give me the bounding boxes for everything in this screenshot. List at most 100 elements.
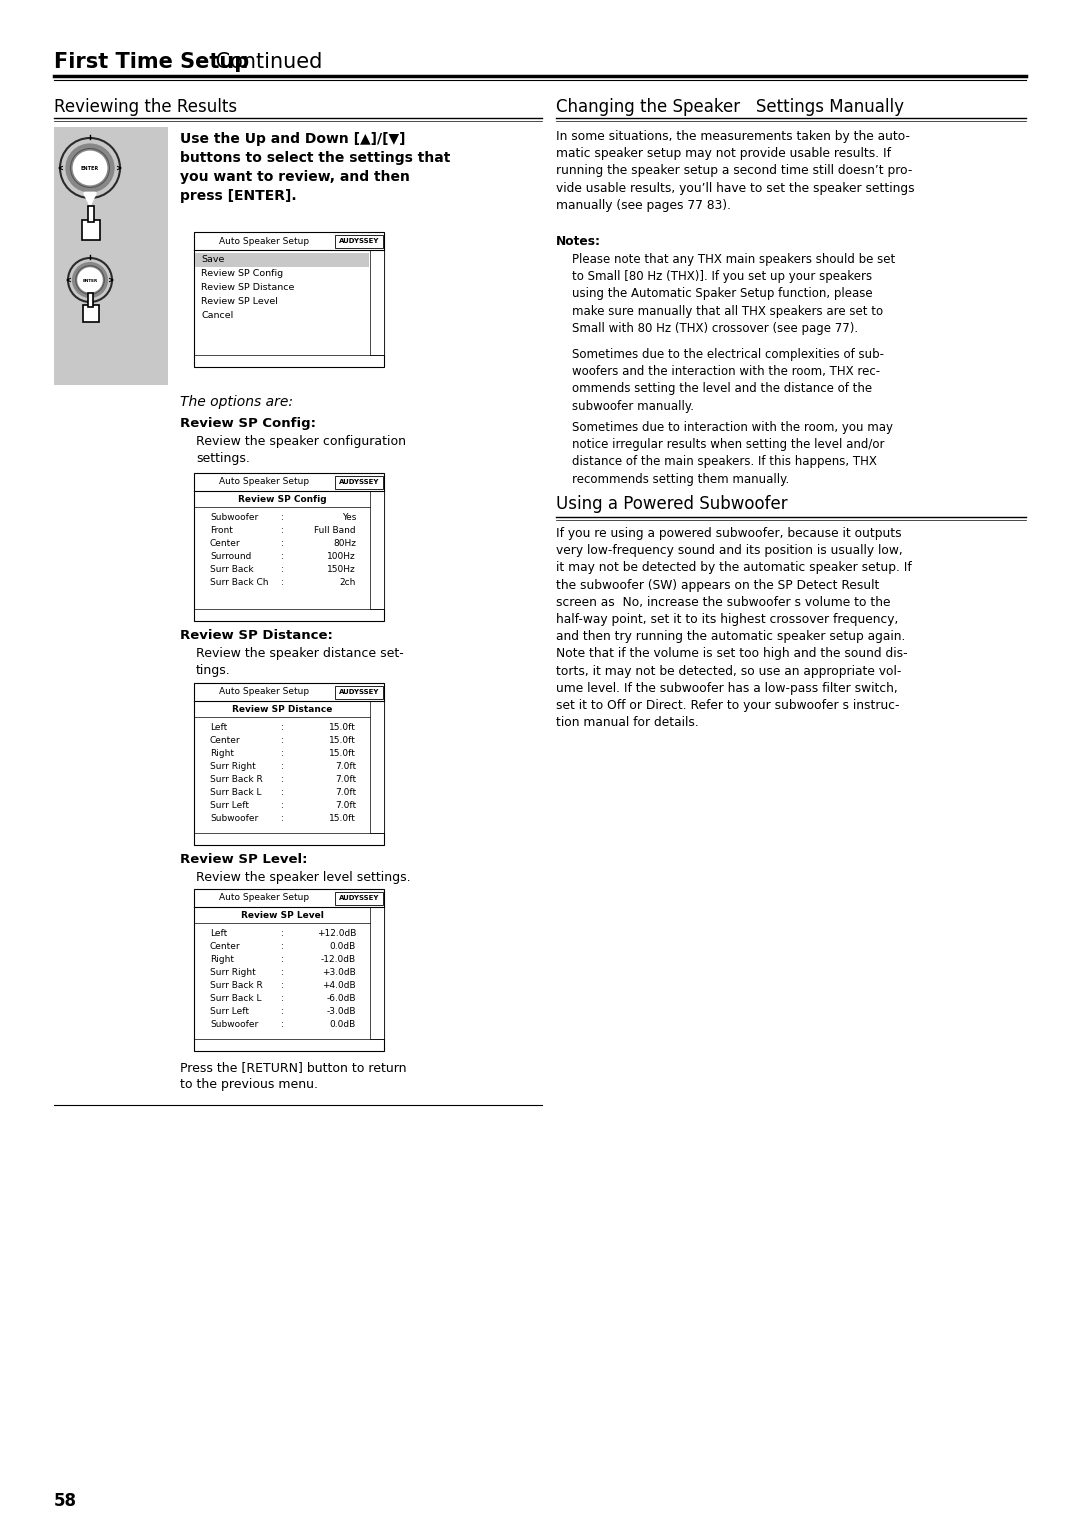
Text: :: : [281,942,283,951]
Text: Auto Speaker Setup: Auto Speaker Setup [219,894,309,902]
Text: :: : [281,981,283,990]
Text: Sometimes due to interaction with the room, you may
notice irregular results whe: Sometimes due to interaction with the ro… [572,421,893,485]
Bar [370,250,384,356]
Text: ENTER: ENTER [82,279,97,282]
Text: +4.0dB: +4.0dB [322,981,356,990]
Text: Reviewing the Results: Reviewing the Results [54,98,238,116]
Text: First Time Setup: First Time Setup [54,52,249,72]
Text: Surr Back L: Surr Back L [210,993,261,1003]
Text: -3.0dB: -3.0dB [326,1007,356,1016]
Text: Review SP Level:: Review SP Level: [180,853,308,865]
Text: :: : [281,552,283,562]
Text: Surr Left: Surr Left [210,801,249,810]
Text: :: : [281,993,283,1003]
Text: 58: 58 [54,1492,77,1511]
Text: 2ch: 2ch [339,578,356,588]
Text: Surr Right: Surr Right [210,761,256,771]
Text: Review SP Config: Review SP Config [201,270,283,279]
Text: Continued: Continued [210,52,322,72]
Text: Center: Center [210,736,241,745]
Text: ENTER: ENTER [81,166,99,171]
Text: :: : [281,578,283,588]
Text: :: : [281,513,283,522]
Bar [335,476,383,488]
Bar [194,890,384,1051]
Text: If you re using a powered subwoofer, because it outputs
very low-frequency sound: If you re using a powered subwoofer, bec… [556,526,912,729]
Text: 0.0dB: 0.0dB [329,942,356,951]
Bar [335,685,383,699]
Bar [194,232,384,366]
Text: :: : [281,565,283,574]
Text: :: : [281,1007,283,1016]
Text: Surr Right: Surr Right [210,967,256,977]
Text: 7.0ft: 7.0ft [335,801,356,810]
Text: 15.0ft: 15.0ft [329,813,356,823]
Text: Right: Right [210,749,234,758]
Text: 7.0ft: 7.0ft [335,761,356,771]
Text: 15.0ft: 15.0ft [329,723,356,732]
Text: Left: Left [210,723,227,732]
Text: :: : [281,749,283,758]
Text: AUDYSSEY: AUDYSSEY [339,896,379,900]
Text: Auto Speaker Setup: Auto Speaker Setup [219,237,309,246]
Text: Full Band: Full Band [314,526,356,536]
Text: Auto Speaker Setup: Auto Speaker Setup [219,688,309,696]
Text: Right: Right [210,955,234,964]
Text: :: : [281,813,283,823]
Bar [370,491,384,609]
Text: Review SP Config:: Review SP Config: [180,417,316,430]
Text: Surr Back L: Surr Back L [210,787,261,797]
Text: :: : [281,955,283,964]
Bar [83,305,99,322]
Text: Review SP Distance: Review SP Distance [232,705,333,714]
Text: Review the speaker distance set-
tings.: Review the speaker distance set- tings. [195,647,404,678]
Text: Center: Center [210,942,241,951]
Text: Center: Center [210,539,241,548]
Text: Surr Back R: Surr Back R [210,981,262,990]
Bar [194,684,384,845]
Text: Left: Left [210,929,227,938]
Text: Surr Back: Surr Back [210,565,254,574]
Text: The options are:: The options are: [180,395,293,409]
Bar [370,906,384,1039]
Circle shape [66,143,114,192]
Text: 7.0ft: 7.0ft [335,775,356,784]
Text: :: : [281,967,283,977]
Text: :: : [281,723,283,732]
Text: Review SP Distance: Review SP Distance [201,284,295,293]
Text: Review SP Level: Review SP Level [241,911,323,920]
Text: AUDYSSEY: AUDYSSEY [339,479,379,485]
Text: Save: Save [201,255,225,264]
Text: Yes: Yes [341,513,356,522]
Text: :: : [281,736,283,745]
Text: -12.0dB: -12.0dB [321,955,356,964]
Text: 15.0ft: 15.0ft [329,736,356,745]
Bar [194,473,384,621]
Text: AUDYSSEY: AUDYSSEY [339,238,379,244]
Text: 0.0dB: 0.0dB [329,1019,356,1029]
Bar [335,235,383,247]
Bar [335,891,383,905]
Text: :: : [281,929,283,938]
Text: Front: Front [210,526,233,536]
Text: Subwoofer: Subwoofer [210,813,258,823]
Text: +12.0dB: +12.0dB [316,929,356,938]
Text: Using a Powered Subwoofer: Using a Powered Subwoofer [556,494,787,513]
Text: Review the speaker configuration
settings.: Review the speaker configuration setting… [195,435,406,465]
Text: +3.0dB: +3.0dB [322,967,356,977]
Text: 150Hz: 150Hz [327,565,356,574]
Text: Cancel: Cancel [201,311,233,320]
Text: 80Hz: 80Hz [333,539,356,548]
Circle shape [78,267,103,293]
Text: Changing the Speaker   Settings Manually: Changing the Speaker Settings Manually [556,98,904,116]
Text: 7.0ft: 7.0ft [335,787,356,797]
Text: :: : [281,801,283,810]
Text: :: : [281,761,283,771]
Text: AUDYSSEY: AUDYSSEY [339,690,379,694]
Text: :: : [281,526,283,536]
Circle shape [72,262,108,298]
Text: Subwoofer: Subwoofer [210,513,258,522]
Text: :: : [281,787,283,797]
Text: Please note that any THX main speakers should be set
to Small [80 Hz (THX)]. If : Please note that any THX main speakers s… [572,253,895,334]
Text: :: : [281,1019,283,1029]
